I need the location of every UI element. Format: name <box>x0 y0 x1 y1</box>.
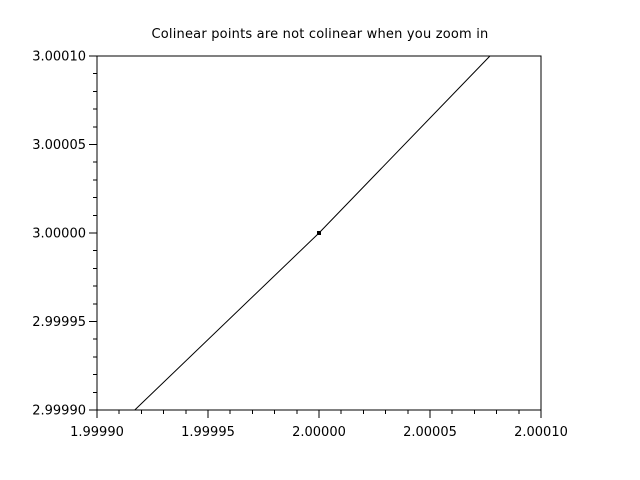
chart-title: Colinear points are not colinear when yo… <box>151 27 489 42</box>
y-axis-tick-label: 3.00005 <box>32 138 86 153</box>
y-axis-tick-label: 3.00000 <box>32 227 86 242</box>
y-axis-tick-label: 2.99990 <box>32 404 86 419</box>
x-axis-tick-label: 2.00005 <box>403 425 457 440</box>
y-axis-tick-label: 3.00010 <box>32 50 86 65</box>
series-line <box>134 55 491 411</box>
y-axis-tick-label: 2.99995 <box>32 315 86 330</box>
x-axis-tick-label: 2.00000 <box>292 425 346 440</box>
x-axis-tick-label: 1.99990 <box>70 425 124 440</box>
data-point-marker <box>317 231 321 235</box>
x-axis-tick-label: 1.99995 <box>181 425 235 440</box>
x-axis-tick-label: 2.00010 <box>514 425 568 440</box>
